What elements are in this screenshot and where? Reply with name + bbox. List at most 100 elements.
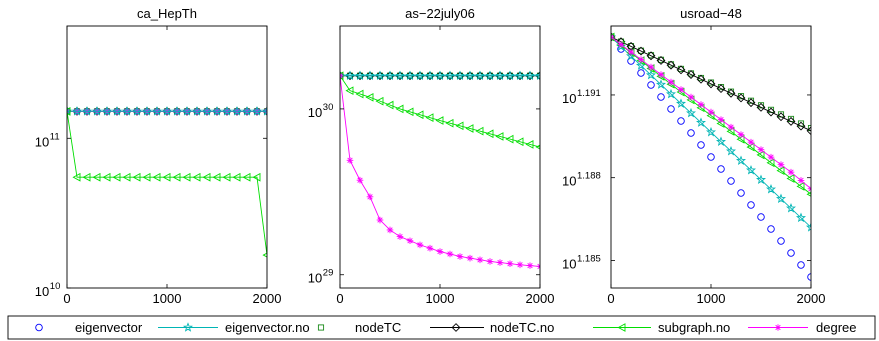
data-point: [222, 172, 231, 182]
legend-label: nodeTC: [355, 320, 401, 335]
series-degree: [340, 72, 540, 270]
data-point: [755, 174, 767, 185]
legend-label: subgraph.no: [658, 320, 730, 335]
data-point: [611, 33, 615, 41]
series-degree: [611, 33, 811, 193]
data-point: [191, 106, 203, 116]
y-tick-label: 10: [562, 256, 576, 271]
x-tick-label: 1000: [697, 291, 726, 306]
data-point: [795, 212, 807, 223]
data-point: [685, 107, 697, 118]
data-point: [364, 70, 376, 80]
data-point: [375, 96, 384, 106]
data-point: [251, 106, 263, 116]
data-point: [516, 261, 524, 269]
x-tick-label: 1000: [153, 291, 182, 306]
data-point: [252, 172, 261, 182]
data-point: [476, 256, 484, 264]
y-tick-exponent: 1.188: [577, 171, 601, 182]
data-point: [787, 168, 795, 176]
data-point: [617, 41, 625, 48]
data-point: [637, 47, 645, 54]
data-point: [645, 69, 657, 80]
data-point: [426, 244, 434, 252]
data-point: [696, 74, 706, 84]
data-point: [386, 226, 394, 234]
data-point: [776, 112, 786, 122]
data-point: [376, 216, 384, 224]
data-point: [181, 106, 193, 116]
data-point: [725, 145, 737, 156]
chart-title: usroad−48: [680, 6, 742, 21]
data-point: [436, 248, 444, 255]
series-eigenvector-no: [67, 106, 267, 116]
y-tick-exponent: 10: [50, 281, 61, 292]
data-point: [807, 273, 811, 281]
y-tick-exponent: 29: [323, 268, 334, 279]
y-tick-exponent: 11: [50, 131, 60, 142]
series-eigenvector-no: [340, 70, 540, 80]
data-point: [647, 63, 655, 71]
data-point: [485, 129, 494, 139]
data-point: [697, 101, 705, 108]
data-point: [675, 98, 687, 108]
data-point: [242, 172, 251, 182]
legend-label: nodeTC.no: [490, 320, 554, 335]
data-point: [212, 172, 221, 182]
data-point: [695, 117, 707, 127]
x-tick-label: 0: [336, 291, 343, 306]
data-point: [627, 48, 635, 56]
data-point: [514, 70, 526, 80]
data-point: [697, 141, 705, 149]
data-point: [756, 150, 765, 160]
data-point: [454, 70, 466, 80]
data-point: [655, 79, 667, 89]
data-point: [797, 177, 805, 184]
data-point: [444, 70, 456, 80]
data-point: [747, 97, 755, 104]
data-point: [384, 70, 396, 80]
data-point: [201, 106, 213, 116]
data-point: [404, 70, 416, 80]
data-point: [496, 259, 504, 266]
legend-entry-nodeTC: nodeTC: [317, 320, 401, 335]
legend-label: eigenvector: [75, 320, 143, 335]
data-point: [757, 146, 765, 153]
series-line: [340, 75, 540, 148]
y-tick-exponent: 1.191: [577, 88, 601, 99]
data-point: [152, 172, 161, 182]
data-point: [484, 70, 496, 80]
data-point: [667, 78, 675, 86]
data-point: [211, 106, 223, 116]
data-point: [345, 86, 354, 96]
series-nodeTC-no: [611, 32, 811, 136]
data-point: [101, 106, 113, 116]
data-point: [637, 56, 645, 63]
data-point: [102, 172, 111, 182]
data-point: [735, 155, 747, 165]
data-point: [395, 104, 404, 114]
x-tick-label: 0: [63, 291, 70, 306]
data-point: [806, 126, 811, 136]
data-point: [647, 52, 655, 59]
data-point: [366, 193, 374, 201]
data-point: [717, 165, 725, 173]
data-point: [415, 110, 424, 120]
data-point: [687, 93, 695, 101]
data-point: [716, 84, 726, 94]
data-point: [525, 140, 534, 149]
x-tick-label: 1000: [426, 291, 455, 306]
data-point: [717, 116, 725, 123]
data-point: [807, 124, 811, 132]
series-subgraph-no: [67, 106, 267, 258]
data-point: [611, 32, 616, 42]
data-point: [340, 72, 344, 80]
data-point: [636, 46, 646, 56]
legend-entry-eigenvector-no: eigenvector.no: [158, 320, 310, 335]
data-point: [465, 124, 474, 133]
data-point: [766, 107, 776, 117]
legend-marker: [617, 323, 626, 332]
data-point: [715, 136, 727, 146]
data-point: [677, 117, 685, 125]
